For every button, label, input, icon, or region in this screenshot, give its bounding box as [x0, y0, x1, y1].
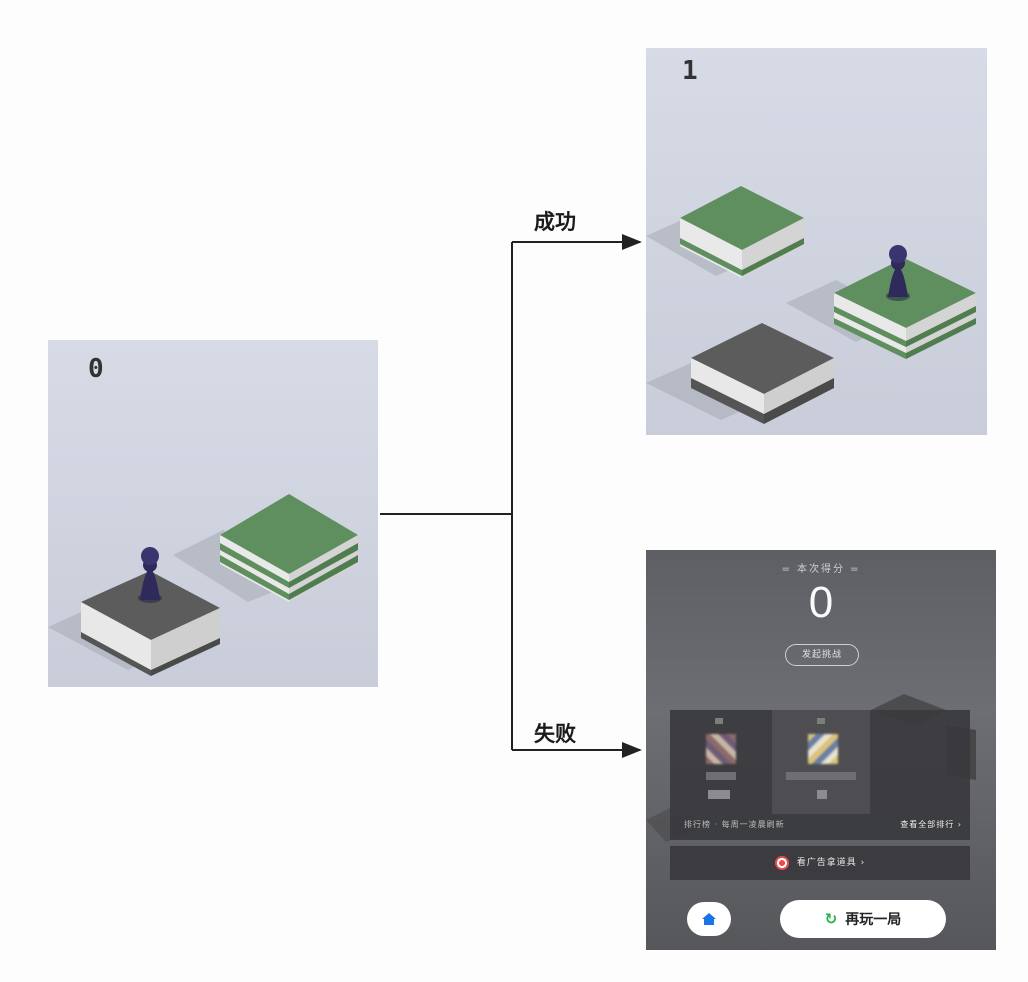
leaderboard-note: 排行榜 · 每周一凌晨刷新: [684, 820, 785, 829]
gray-block-top: [81, 571, 220, 640]
game-blocks: [48, 494, 358, 676]
game-over-screen: = 本次得分 = 0 发起挑战 排行榜 · 每周一凌晨刷新 查看全部排行 › 看…: [646, 550, 996, 950]
rank-number: [817, 718, 825, 724]
replay-button[interactable]: ↻ 再玩一局: [780, 900, 946, 938]
player-name: [706, 772, 736, 780]
final-score: 0: [808, 578, 834, 627]
target-icon: [774, 855, 789, 870]
home-button[interactable]: [687, 902, 731, 936]
leaderboard-panel: 排行榜 · 每周一凌晨刷新 查看全部排行 ›: [670, 710, 970, 840]
green-block-top: [220, 494, 358, 574]
player-score: [708, 790, 730, 799]
rank-number: [715, 718, 723, 724]
replay-label: 再玩一局: [845, 912, 902, 928]
score-title: = 本次得分 =: [781, 564, 861, 575]
watch-ad-button[interactable]: 看广告拿道具 ›: [670, 846, 970, 880]
player-score: [817, 790, 827, 799]
fail-label: 失败: [534, 722, 576, 746]
challenge-button[interactable]: 发起挑战: [785, 644, 859, 666]
score-text: 0: [88, 354, 104, 384]
leaderboard-entry[interactable]: [670, 710, 768, 814]
gray-block-top: [691, 323, 834, 394]
avatar: [706, 734, 736, 764]
leaderboard-entry[interactable]: [772, 710, 870, 814]
start-game-scene: 0: [48, 340, 378, 687]
success-label: 成功: [534, 210, 576, 234]
avatar: [808, 734, 838, 764]
home-icon: [702, 913, 716, 925]
success-game-scene: 1: [646, 48, 987, 435]
ad-label: 看广告拿道具 ›: [796, 858, 866, 868]
score-text: 1: [682, 56, 698, 86]
replay-icon: ↻: [824, 910, 838, 928]
game-blocks: [646, 186, 976, 424]
view-all-link[interactable]: 查看全部排行 ›: [900, 820, 962, 829]
player-name: [786, 772, 856, 780]
player-piece: [140, 568, 160, 600]
player-piece: [888, 266, 908, 297]
